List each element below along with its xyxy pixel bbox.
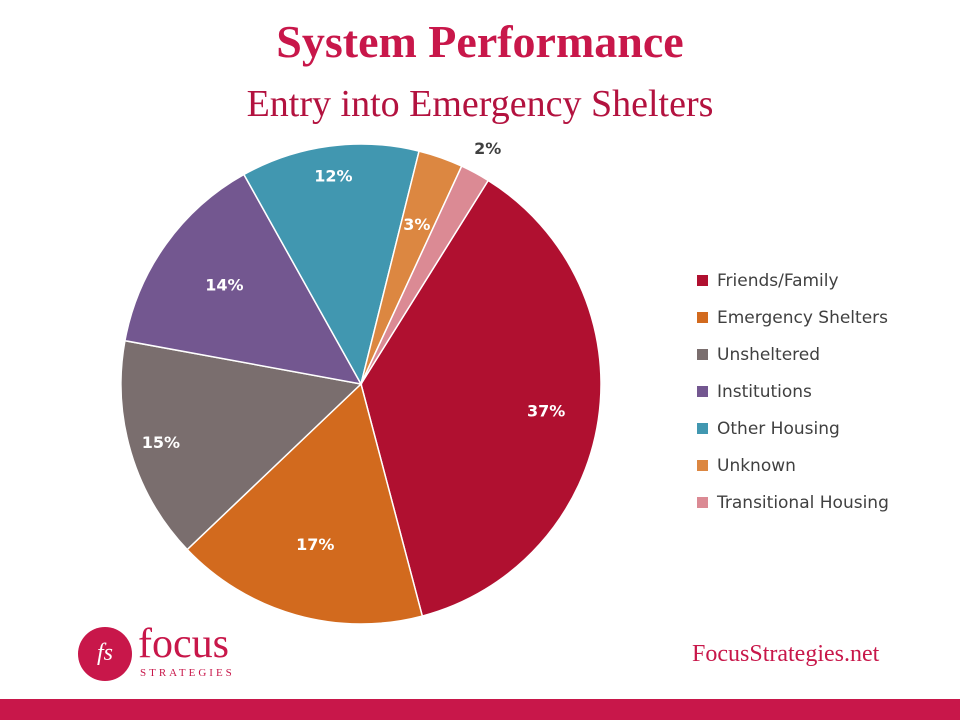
data-label-emergency-shelters: 17% <box>296 535 334 554</box>
page-subtitle: Entry into Emergency Shelters <box>246 83 714 125</box>
pie-labels: 37% 17% 15% 14% 12% 3% 2% <box>142 139 565 554</box>
data-label-unsheltered: 15% <box>142 433 180 452</box>
data-label-other-housing: 12% <box>314 167 352 186</box>
logo-wordmark: focus <box>138 621 229 667</box>
data-label-transitional-housing: 2% <box>474 139 501 158</box>
data-label-unknown: 3% <box>403 215 430 234</box>
pie-slice-emergency-shelters <box>186 382 424 625</box>
legend-label: Other Housing <box>717 418 840 439</box>
pie-slices <box>120 143 602 625</box>
chart-legend: Friends/Family Emergency Shelters Unshelte… <box>697 262 889 521</box>
pie-slice-unsheltered <box>120 339 363 551</box>
legend-label: Unknown <box>717 455 796 476</box>
legend-item-unsheltered: Unsheltered <box>697 336 889 373</box>
logo-monogram: fs <box>78 627 132 681</box>
legend-item-other-housing: Other Housing <box>697 410 889 447</box>
focus-strategies-logo: fs focus STRATEGIES <box>78 621 248 687</box>
legend-swatch <box>697 312 708 323</box>
data-label-institutions: 14% <box>205 276 243 295</box>
legend-item-friends-family: Friends/Family <box>697 262 889 299</box>
legend-label: Emergency Shelters <box>717 307 889 328</box>
legend-swatch <box>697 497 708 508</box>
pie-slice-transitional-housing <box>360 165 490 385</box>
website-link[interactable]: FocusStrategies.net <box>692 641 880 667</box>
legend-label: Unsheltered <box>717 344 821 365</box>
pie-slice-institutions <box>124 173 363 386</box>
legend-item-emergency-shelters: Emergency Shelters <box>697 299 889 336</box>
page-title: System Performance <box>276 16 684 67</box>
legend-item-transitional-housing: Transitional Housing <box>697 484 889 521</box>
legend-swatch <box>697 275 708 286</box>
data-label-friends-family: 37% <box>527 402 565 421</box>
legend-item-unknown: Unknown <box>697 447 889 484</box>
footer-bar <box>0 699 960 720</box>
legend-swatch <box>697 423 708 434</box>
legend-item-institutions: Institutions <box>697 373 889 410</box>
legend-swatch <box>697 460 708 471</box>
legend-label: Transitional Housing <box>717 492 889 513</box>
legend-swatch <box>697 386 708 397</box>
legend-swatch <box>697 349 708 360</box>
legend-label: Friends/Family <box>717 270 839 291</box>
logo-subtext: STRATEGIES <box>140 667 235 679</box>
legend-label: Institutions <box>717 381 812 402</box>
